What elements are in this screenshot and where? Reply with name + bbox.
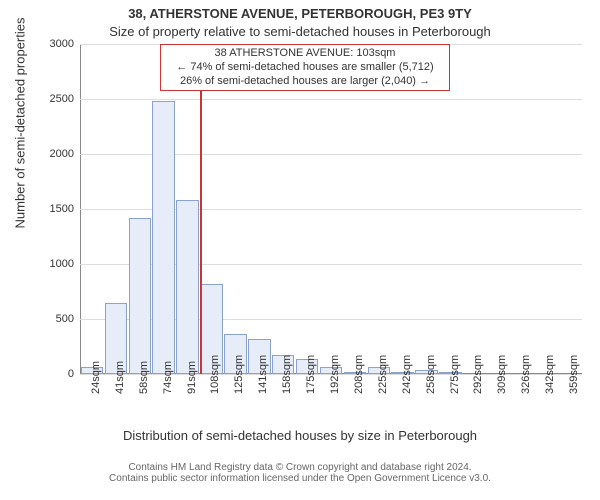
- x-tick-label: 41sqm: [114, 386, 126, 394]
- histogram-bar: [152, 101, 174, 374]
- histogram-bar: [129, 218, 151, 374]
- info-box: 38 ATHERSTONE AVENUE: 103sqm ← 74% of se…: [160, 44, 450, 91]
- y-tick-label: 2000: [24, 148, 74, 160]
- x-tick-label: 91sqm: [186, 386, 198, 394]
- x-tick-label: 108sqm: [209, 386, 221, 394]
- y-axis-title: Number of semi-detached properties: [13, 189, 28, 229]
- info-line-3: 26% of semi-detached houses are larger (…: [165, 75, 445, 89]
- x-tick-label: 58sqm: [138, 386, 150, 394]
- info-line-1: 38 ATHERSTONE AVENUE: 103sqm: [165, 47, 445, 61]
- y-tick-label: 1000: [24, 258, 74, 270]
- x-tick-label: 275sqm: [449, 386, 461, 394]
- x-tick-label: 359sqm: [568, 386, 580, 394]
- x-axis-title: Distribution of semi-detached houses by …: [0, 428, 600, 443]
- reference-line: [200, 44, 202, 374]
- x-tick-label: 74sqm: [162, 386, 174, 394]
- x-tick-label: 192sqm: [329, 386, 341, 394]
- x-tick-label: 309sqm: [496, 386, 508, 394]
- grid-line: [80, 99, 582, 100]
- info-line-2: ← 74% of semi-detached houses are smalle…: [165, 61, 445, 75]
- x-tick-label: 326sqm: [520, 386, 532, 394]
- y-tick-label: 500: [24, 313, 74, 325]
- y-tick-label: 3000: [24, 38, 74, 50]
- histogram-bar: [176, 200, 198, 374]
- x-tick-label: 24sqm: [90, 386, 102, 394]
- y-tick-label: 0: [24, 368, 74, 380]
- footer-line-2: Contains public sector information licen…: [0, 473, 600, 484]
- x-tick-label: 208sqm: [353, 386, 365, 394]
- x-tick-label: 242sqm: [401, 386, 413, 394]
- x-tick-label: 175sqm: [305, 386, 317, 394]
- x-tick-label: 141sqm: [257, 386, 269, 394]
- y-tick-label: 2500: [24, 93, 74, 105]
- x-tick-label: 158sqm: [281, 386, 293, 394]
- x-tick-label: 225sqm: [377, 386, 389, 394]
- plot-area: 05001000150020002500300024sqm41sqm58sqm7…: [80, 44, 582, 374]
- y-tick-label: 1500: [24, 203, 74, 215]
- x-tick-label: 258sqm: [425, 386, 437, 394]
- x-tick-label: 342sqm: [544, 386, 556, 394]
- x-tick-label: 125sqm: [233, 386, 245, 394]
- x-tick-label: 292sqm: [472, 386, 484, 394]
- footer-line-1: Contains HM Land Registry data © Crown c…: [0, 462, 600, 473]
- chart-title: 38, ATHERSTONE AVENUE, PETERBOROUGH, PE3…: [0, 6, 600, 21]
- footer: Contains HM Land Registry data © Crown c…: [0, 462, 600, 484]
- chart-subtitle: Size of property relative to semi-detach…: [0, 24, 600, 39]
- chart-container: 38, ATHERSTONE AVENUE, PETERBOROUGH, PE3…: [0, 0, 600, 500]
